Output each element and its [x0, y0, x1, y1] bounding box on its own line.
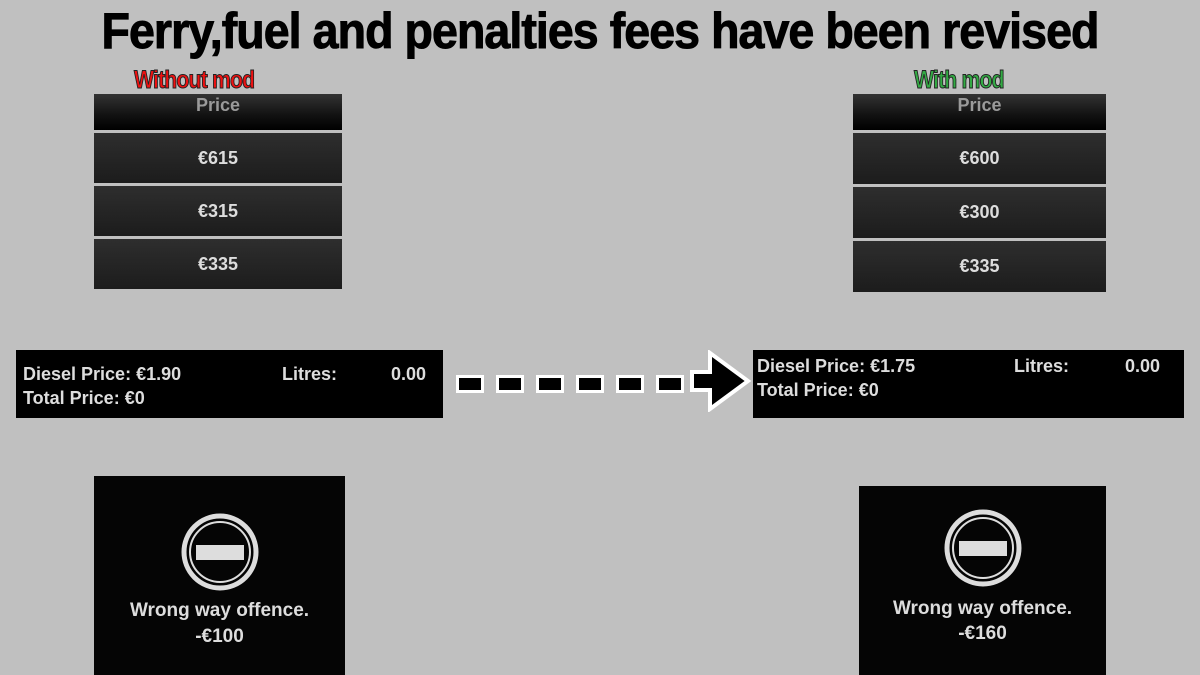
with-mod-label: With mod — [914, 66, 1005, 95]
penalty-panel-with: Wrong way offence. -€160 — [859, 486, 1106, 675]
price-header: Price — [853, 94, 1106, 130]
penalty-text: Wrong way offence. — [892, 598, 1073, 619]
litres-label: Litres: — [282, 364, 338, 384]
ferry-price-table-with: Price €600 €300 €335 — [853, 94, 1106, 292]
price-row: €300 — [853, 187, 1106, 238]
litres-value: 0.00 — [391, 364, 427, 384]
litres-label: Litres: — [1014, 356, 1070, 376]
price-row: €335 — [94, 239, 342, 289]
page-title: Ferry,fuel and penalties fees have been … — [101, 3, 1100, 60]
price-row: €335 — [853, 241, 1106, 292]
fuel-panel-without: Diesel Price: €1.90 Litres: 0.00 Total P… — [16, 350, 443, 418]
without-mod-label: Without mod — [134, 66, 256, 95]
penalty-text: Wrong way offence. — [129, 600, 310, 621]
ferry-price-table-without: Price €615 €315 €335 — [94, 94, 342, 289]
penalty-amount: -€160 — [958, 623, 1007, 644]
litres-value: 0.00 — [1125, 356, 1161, 376]
diesel-price: Diesel Price: €1.90 — [23, 364, 182, 384]
total-price: Total Price: €0 — [23, 388, 145, 408]
price-row: €315 — [94, 186, 342, 236]
penalty-panel-without: Wrong way offence. -€100 — [94, 476, 345, 675]
no-entry-icon — [181, 513, 259, 591]
price-header: Price — [94, 94, 342, 130]
penalty-amount: -€100 — [195, 626, 244, 647]
price-row: €615 — [94, 133, 342, 183]
fuel-panel-with: Diesel Price: €1.75 Litres: 0.00 Total P… — [753, 350, 1184, 418]
diesel-price: Diesel Price: €1.75 — [757, 356, 916, 376]
no-entry-icon — [944, 509, 1022, 587]
total-price: Total Price: €0 — [757, 380, 879, 400]
price-row: €600 — [853, 133, 1106, 184]
